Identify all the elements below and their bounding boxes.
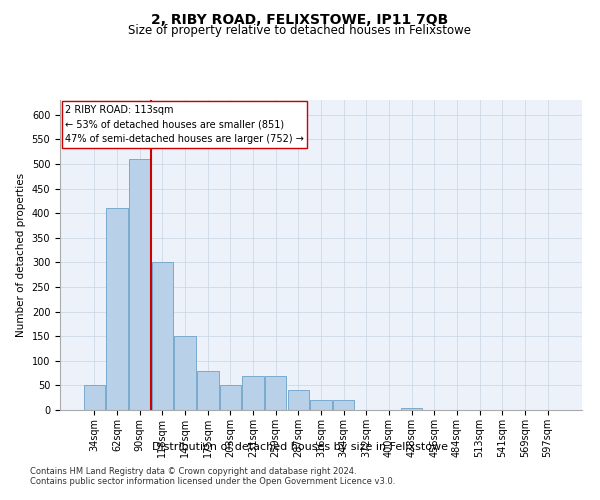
Bar xyxy=(106,208,128,410)
Bar xyxy=(265,376,286,410)
Bar xyxy=(152,262,173,410)
Bar xyxy=(220,386,241,410)
Text: 2, RIBY ROAD, FELIXSTOWE, IP11 7QB: 2, RIBY ROAD, FELIXSTOWE, IP11 7QB xyxy=(151,12,449,26)
Text: 2 RIBY ROAD: 113sqm
← 53% of detached houses are smaller (851)
47% of semi-detac: 2 RIBY ROAD: 113sqm ← 53% of detached ho… xyxy=(65,104,304,144)
Bar xyxy=(175,336,196,410)
Bar xyxy=(197,370,218,410)
Text: Contains HM Land Registry data © Crown copyright and database right 2024.: Contains HM Land Registry data © Crown c… xyxy=(30,467,356,476)
Bar xyxy=(129,159,151,410)
Bar xyxy=(287,390,309,410)
Bar xyxy=(242,376,264,410)
Bar xyxy=(401,408,422,410)
Text: Distribution of detached houses by size in Felixstowe: Distribution of detached houses by size … xyxy=(152,442,448,452)
Text: Size of property relative to detached houses in Felixstowe: Size of property relative to detached ho… xyxy=(128,24,472,37)
Bar xyxy=(333,400,355,410)
Y-axis label: Number of detached properties: Number of detached properties xyxy=(16,173,26,337)
Bar xyxy=(84,386,105,410)
Bar xyxy=(310,400,332,410)
Text: Contains public sector information licensed under the Open Government Licence v3: Contains public sector information licen… xyxy=(30,477,395,486)
